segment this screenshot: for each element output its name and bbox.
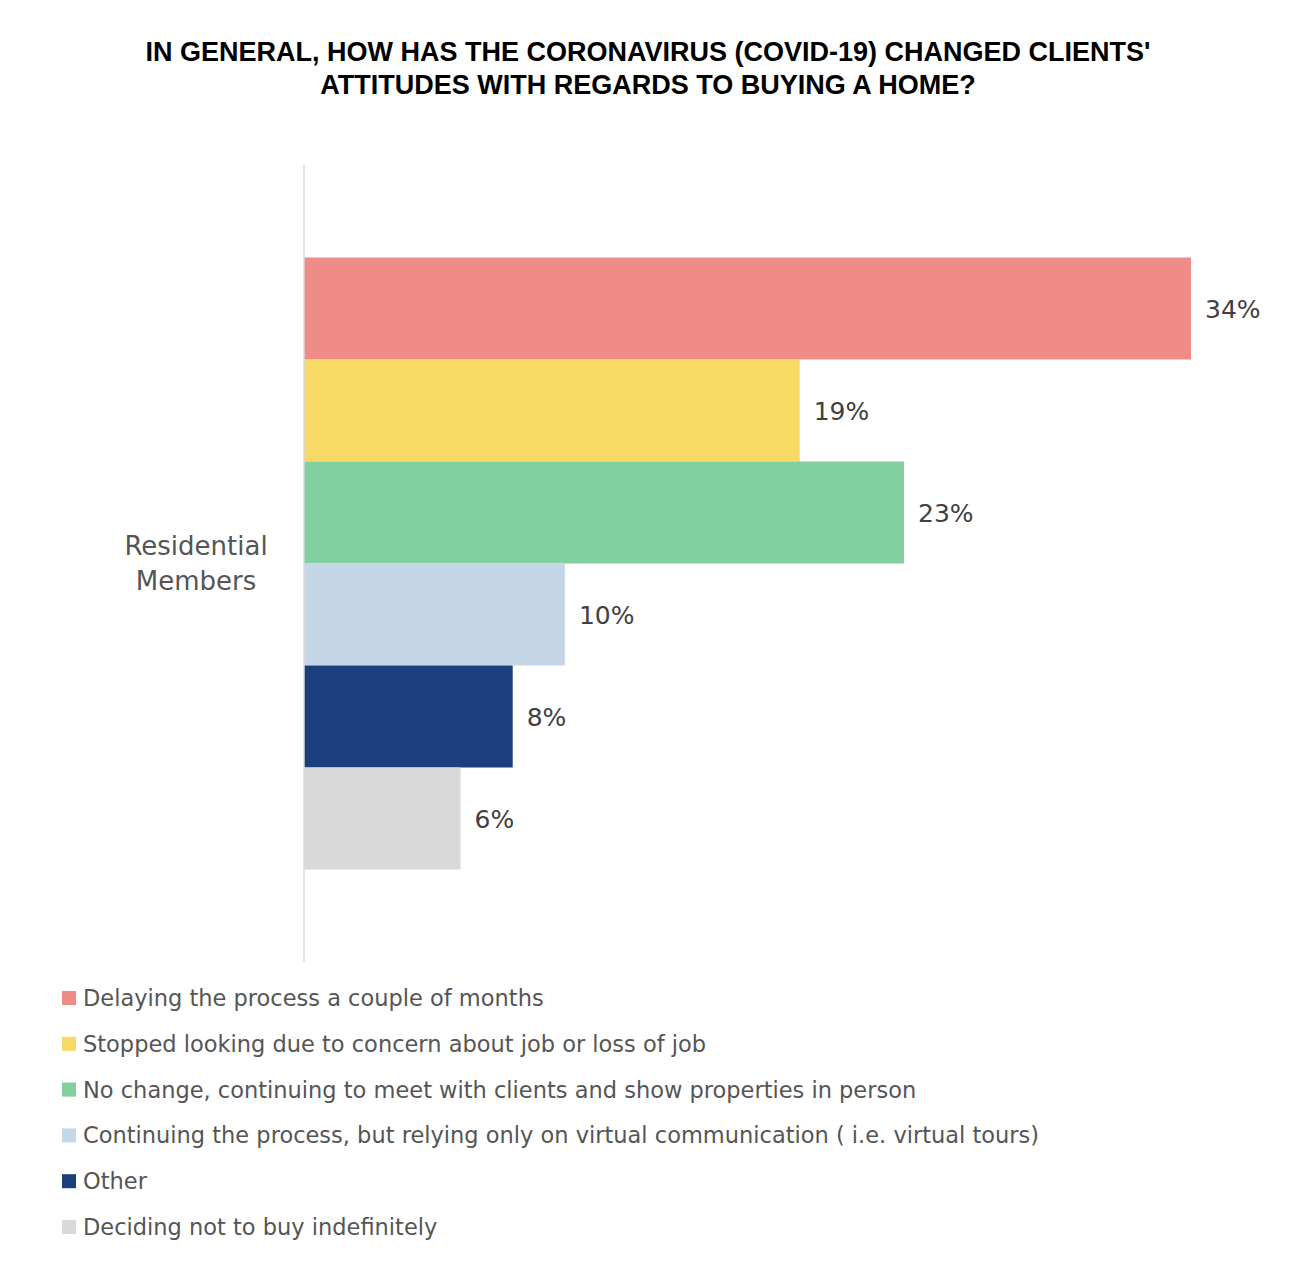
bars [304,258,1191,870]
legend-label: Continuing the process, but relying only… [83,1122,1039,1148]
legend-label: No change, continuing to meet with clien… [83,1077,916,1103]
title: IN GENERAL, HOW HAS THE CORONAVIRUS (COV… [146,37,1151,100]
legend-label: Other [83,1168,148,1194]
legend-label: Delaying the process a couple of months [83,985,544,1011]
legend-label: Deciding not to buy indefinitely [83,1214,437,1240]
legend-swatch [62,1083,76,1097]
legend-swatch [62,1128,76,1142]
bar [304,768,461,870]
legend: Delaying the process a couple of months S… [62,985,1039,1240]
bar [304,666,513,768]
text-line: ATTITUDES WITH REGARDS TO BUYING A HOME? [320,70,976,100]
bar [304,462,904,564]
bar [304,564,565,666]
data-label: 23% [918,499,974,528]
legend-label: Stopped looking due to concern about job… [83,1031,706,1057]
data-label: 8% [527,703,567,732]
category-label: Residential Members [124,531,267,596]
legend-swatch [62,1037,76,1051]
bar [304,360,800,462]
bar [304,258,1191,360]
data-label: 6% [475,805,515,834]
data-label: 19% [814,397,870,426]
data-label: 10% [579,601,635,630]
data-labels: 34% 19% 23% 10% 8% 6% [475,295,1261,834]
legend-swatch [62,1220,76,1234]
text-line: Members [136,566,257,596]
data-label: 34% [1205,295,1261,324]
legend-swatch [62,1174,76,1188]
text-line: Residential [124,531,267,561]
axis-line [303,165,305,962]
chart: IN GENERAL, HOW HAS THE CORONAVIRUS (COV… [0,0,1296,1272]
text-line: IN GENERAL, HOW HAS THE CORONAVIRUS (COV… [146,37,1151,67]
legend-swatch [62,991,76,1005]
